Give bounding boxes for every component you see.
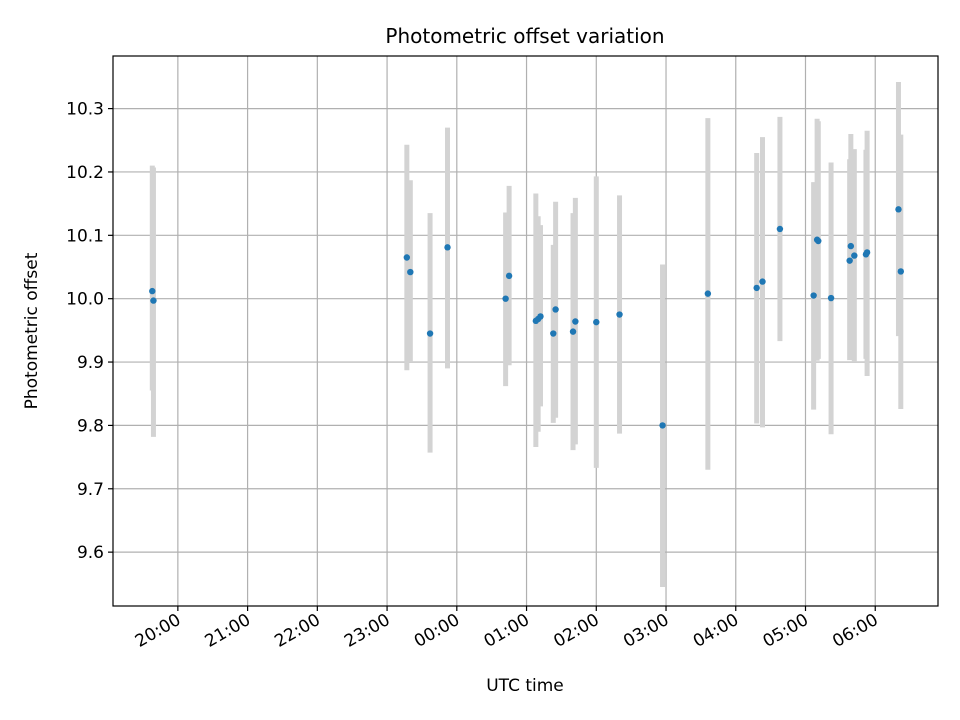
data-point <box>616 311 623 318</box>
data-point <box>897 268 905 275</box>
data-point <box>505 272 513 280</box>
data-point <box>895 206 902 213</box>
y-tick-label: 10.1 <box>66 226 104 246</box>
data-point <box>753 284 760 292</box>
y-tick-label: 9.6 <box>77 543 104 563</box>
data-point <box>502 295 509 302</box>
grid <box>113 56 938 606</box>
y-tick-label: 10.3 <box>66 100 104 120</box>
data-point <box>863 249 871 256</box>
data-point <box>569 328 577 335</box>
data-point <box>759 278 766 285</box>
data-point <box>851 252 858 259</box>
y-tick-label: 10.0 <box>66 290 104 310</box>
data-point <box>776 225 784 233</box>
chart-title: Photometric offset variation <box>385 24 664 48</box>
data-point <box>403 254 411 261</box>
data-point <box>593 318 600 326</box>
data-point <box>444 244 451 251</box>
x-axis-label: UTC time <box>486 676 564 696</box>
data-point <box>846 257 853 264</box>
y-tick-label: 9.8 <box>77 416 104 436</box>
data-point <box>815 237 822 245</box>
data-point <box>537 313 544 320</box>
data-point <box>847 242 855 250</box>
data-point <box>426 330 434 337</box>
data-points <box>149 206 905 429</box>
y-tick-label: 10.2 <box>66 163 104 183</box>
data-point <box>810 292 817 299</box>
data-point <box>552 306 559 313</box>
y-tick-label: 9.9 <box>77 353 104 373</box>
data-point <box>150 297 157 304</box>
y-tick-label: 9.7 <box>77 480 104 500</box>
data-point <box>827 294 835 302</box>
data-point <box>572 318 579 325</box>
y-axis-label: Photometric offset <box>22 252 42 409</box>
plot-frame <box>112 55 939 607</box>
data-point <box>659 422 666 429</box>
data-point <box>149 287 156 295</box>
y-axis-ticks: 9.6 9.7 9.8 9.9 10.0 10.1 10.2 10.3 <box>66 100 113 563</box>
data-point <box>704 290 712 297</box>
data-point <box>550 330 557 337</box>
data-point <box>407 268 414 276</box>
